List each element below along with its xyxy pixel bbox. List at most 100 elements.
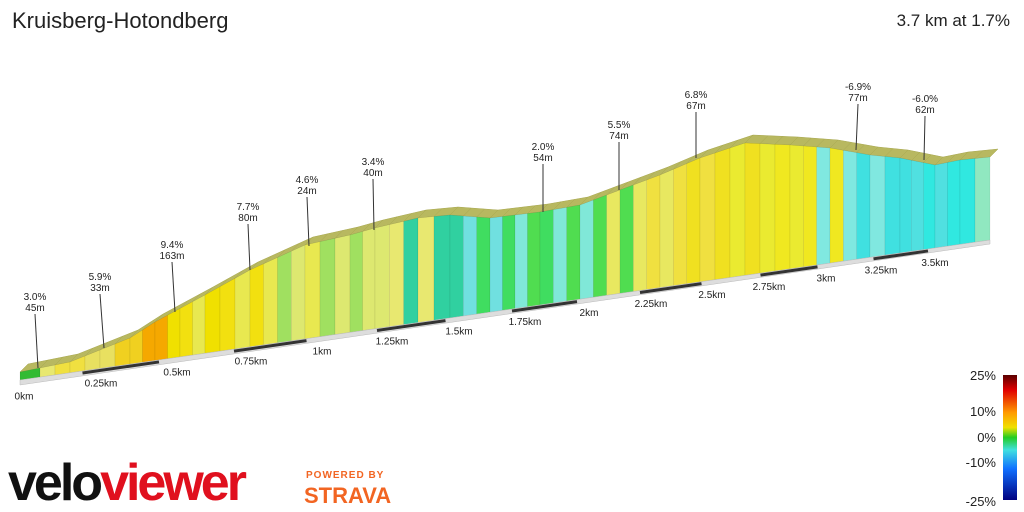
- distance-label: 1.5km: [445, 327, 472, 338]
- annotation-length: 77m: [848, 93, 867, 104]
- profile-face: [539, 209, 554, 306]
- profile-face: [179, 301, 193, 358]
- annotation-leader: [99, 293, 105, 349]
- profile-face: [154, 314, 168, 361]
- profile-face: [362, 227, 376, 331]
- profile-face: [899, 157, 912, 254]
- annotation-leader: [247, 223, 251, 271]
- annotation-length: 40m: [363, 168, 382, 179]
- annotation-length: 80m: [238, 213, 257, 224]
- annotation-leader: [372, 178, 375, 231]
- profile-face: [856, 152, 871, 260]
- annotation-length: 62m: [915, 105, 934, 116]
- distance-label: 2.5km: [698, 290, 725, 301]
- profile-face: [606, 189, 621, 296]
- profile-face: [843, 150, 857, 262]
- profile-face: [389, 221, 404, 327]
- annotation-grade: 5.5%: [608, 120, 631, 131]
- profile-face: [759, 143, 776, 274]
- annotation-grade: 7.7%: [237, 202, 260, 213]
- distance-label: 2km: [580, 308, 599, 319]
- distance-label: 1.75km: [509, 317, 542, 328]
- profile-face: [789, 144, 804, 270]
- distance-label: 0.25km: [85, 378, 118, 389]
- profile-face: [449, 214, 464, 319]
- profile-face: [167, 308, 181, 360]
- distance-label: 1.25km: [376, 336, 409, 347]
- profile-face: [947, 159, 961, 247]
- powered-by: POWERED BY: [306, 470, 384, 481]
- profile-face: [553, 207, 567, 304]
- legend-label: -10%: [966, 455, 997, 470]
- profile-face: [566, 204, 581, 302]
- profile-face: [633, 179, 647, 292]
- profile-face: [204, 286, 221, 354]
- annotation-grade: 3.4%: [362, 157, 385, 168]
- distance-band: [760, 265, 818, 277]
- logo: veloviewer: [8, 454, 247, 512]
- distance-band: [376, 319, 446, 332]
- labels: 0km 0.25km 0.5km 0.75km 1km 1.25km 1.5km 1.75km…: [15, 82, 997, 509]
- annotation-grade: 9.4%: [161, 240, 184, 251]
- legend-label: 25%: [970, 368, 996, 383]
- distance-label: 0.75km: [235, 357, 268, 368]
- annotation-length: 74m: [609, 131, 628, 142]
- annotation-length: 54m: [533, 153, 552, 164]
- profile-face: [699, 152, 716, 283]
- profile-face: [234, 269, 251, 350]
- annotation-length: 163m: [159, 251, 184, 262]
- distance-label: 3.5km: [921, 258, 948, 269]
- profile-face: [816, 146, 831, 266]
- profile-face: [502, 214, 516, 311]
- profile-face: [829, 147, 844, 264]
- profile-face: [729, 142, 746, 278]
- profile-face: [744, 142, 761, 276]
- profile-base: [19, 239, 991, 386]
- profile-face: [803, 145, 817, 268]
- legend-label: 10%: [970, 404, 996, 419]
- summary: 3.7 km at 1.7%: [897, 11, 1010, 30]
- annotation-grade: 5.9%: [89, 272, 112, 283]
- distance-label: 2.25km: [635, 299, 668, 310]
- annotation-leader: [306, 196, 310, 247]
- distance-label: 0km: [15, 391, 34, 402]
- profile: [19, 134, 999, 386]
- profile-face: [249, 263, 264, 348]
- distance-band: [82, 360, 160, 375]
- profile-face: [646, 174, 661, 290]
- profile-face: [959, 158, 976, 245]
- annotation-length: 24m: [297, 186, 316, 197]
- profile-face: [417, 216, 435, 323]
- profile-face: [659, 168, 674, 288]
- annotation-grade: 6.8%: [685, 90, 708, 101]
- profile-face: [673, 163, 687, 286]
- profile-face: [593, 194, 607, 298]
- profile-face: [319, 238, 336, 337]
- profile-face: [527, 211, 541, 308]
- profile-face: [579, 199, 594, 300]
- profile-face: [489, 216, 503, 313]
- profile-face: [334, 234, 351, 335]
- distance-band: [511, 300, 578, 313]
- annotation-grade: 2.0%: [532, 142, 555, 153]
- annotation-leader: [34, 313, 39, 369]
- distance-band: [233, 339, 307, 353]
- profile-face: [714, 147, 731, 280]
- profile-face: [514, 213, 528, 309]
- profile-face: [934, 162, 948, 249]
- annotation-leader: [923, 115, 926, 161]
- annotation-grade: 4.6%: [296, 175, 319, 186]
- profile-face: [433, 214, 451, 321]
- profile-face: [192, 294, 206, 356]
- annotation-grade: -6.0%: [912, 94, 938, 105]
- distance-band: [873, 249, 929, 261]
- profile-face: [686, 157, 701, 285]
- annotation-grade: 3.0%: [24, 292, 47, 303]
- profile-face: [263, 257, 278, 346]
- distance-label: 1km: [313, 346, 332, 357]
- profile-face: [463, 215, 477, 317]
- legend-bar: [1003, 375, 1017, 500]
- profile-face: [403, 217, 419, 325]
- profile-face: [291, 244, 306, 342]
